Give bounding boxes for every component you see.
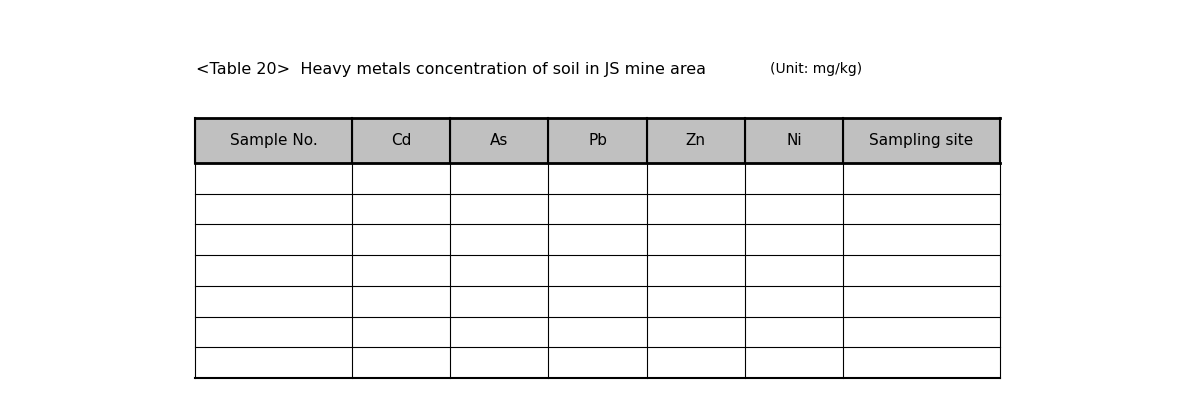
- Text: Sampling site: Sampling site: [870, 133, 973, 148]
- Text: Sample No.: Sample No.: [230, 133, 318, 148]
- Text: Cd: Cd: [392, 133, 412, 148]
- Text: (Unit: mg/kg): (Unit: mg/kg): [770, 62, 862, 76]
- Text: Pb: Pb: [588, 133, 607, 148]
- Text: Zn: Zn: [685, 133, 706, 148]
- Text: Ni: Ni: [787, 133, 802, 148]
- Text: <Table 20>  Heavy metals concentration of soil in JS mine area: <Table 20> Heavy metals concentration of…: [196, 62, 706, 77]
- Text: As: As: [490, 133, 508, 148]
